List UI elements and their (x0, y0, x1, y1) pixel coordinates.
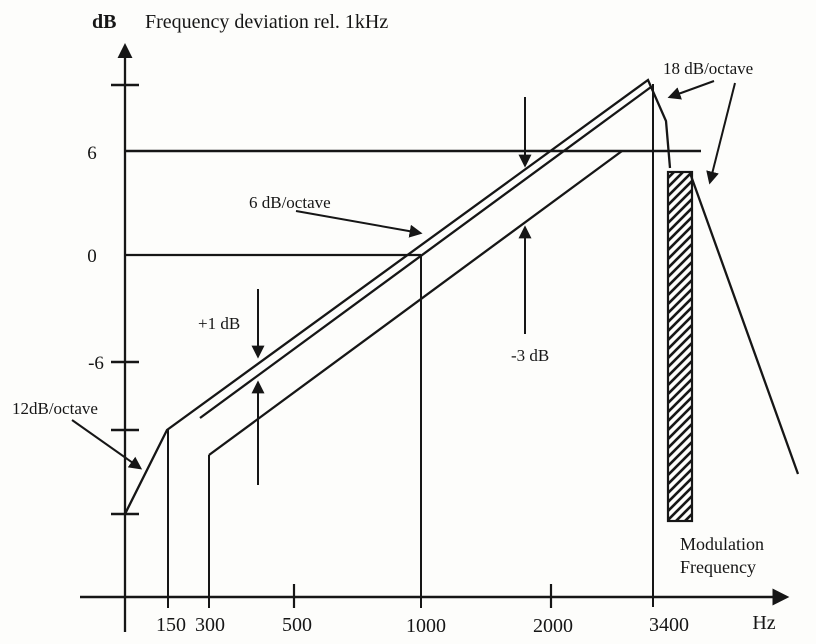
lower-tolerance-line (208, 150, 623, 456)
y-tick-label-0: 0 (87, 246, 97, 267)
x-tick-label-300: 300 (195, 614, 225, 636)
pointer-18db-octave-1 (667, 80, 715, 100)
y-axis-unit-label: dB (92, 11, 116, 33)
annotation-6db-octave: 6 dB/octave (249, 193, 331, 212)
annotation-12db-octave: 12dB/octave (12, 399, 98, 418)
annotation-18db-octave: 18 dB/octave (663, 59, 753, 78)
y-tick-label-6: 6 (87, 143, 97, 164)
annotation-minus3db: -3 dB (511, 346, 549, 365)
band-edge-hatch-bar (666, 170, 694, 523)
x-axis-unit-label: Hz (752, 612, 775, 634)
x-tick-label-150: 150 (156, 614, 186, 636)
x-tick-label-500: 500 (282, 614, 312, 636)
annotation-plus1db: +1 dB (198, 314, 240, 333)
x-axis-caption-line2: Frequency (680, 557, 756, 577)
chart-title: Frequency deviation rel. 1kHz (145, 11, 388, 33)
rolloff-18db-line (688, 172, 800, 475)
x-tick-label-1000: 1000 (406, 615, 446, 637)
x-tick-label-2000: 2000 (533, 615, 573, 637)
x-tick-label-3400: 3400 (649, 614, 689, 636)
nominal-response-line (199, 86, 652, 419)
y-tick-label-minus6: -6 (88, 353, 104, 374)
pointer-18db-octave-2 (706, 82, 736, 185)
upper-tolerance-line (123, 78, 672, 515)
pointer-6db-octave (295, 210, 423, 238)
x-axis-caption-line1: Modulation (680, 534, 764, 554)
pointer-12db-octave (71, 419, 143, 470)
